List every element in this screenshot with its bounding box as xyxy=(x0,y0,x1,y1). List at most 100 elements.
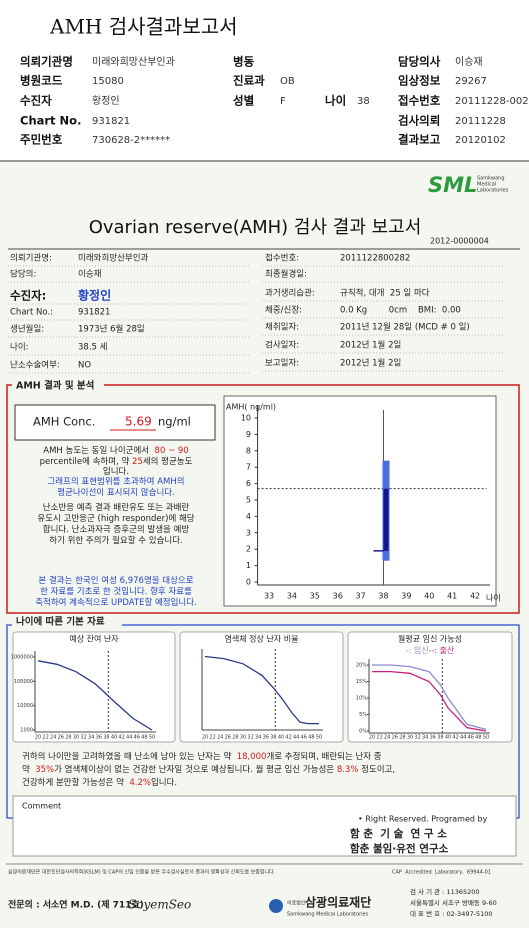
mini-x-tick-label: 28 xyxy=(399,735,405,741)
mini-x-tick-label: 38 xyxy=(270,735,276,741)
mini-x-tick-label: 40 xyxy=(278,735,284,741)
mini-x-tick-label: 48 xyxy=(308,735,314,741)
analysis-line: 한 자료를 기초로 한 것입니다. 향후 자료를 xyxy=(40,586,192,597)
mini-x-tick-label: 26 xyxy=(225,735,231,741)
legend-entry: -: 임신 xyxy=(406,646,429,655)
summary-line-part: 가 염색체이상이 없는 건강한 난자일 것으로 예상됩니다. 월 평균 임신 가… xyxy=(54,764,337,775)
mini-x-tick-label: 20 xyxy=(35,735,41,741)
patient-label: 채취일자: xyxy=(265,322,299,333)
y-tick-label: 7 xyxy=(246,463,251,472)
mini-title: 염색체 정상 난자 비율 xyxy=(225,634,299,644)
summary-line-part: 귀하의 나이만을 고려하였을 때 난소에 남아 있는 난자는 약 xyxy=(22,751,237,762)
x-tick-label: 36 xyxy=(333,592,343,601)
field-value: OB xyxy=(280,76,295,87)
mini-x-tick-label: 50 xyxy=(149,735,155,741)
section-label: 나이에 따른 기본 자료 xyxy=(16,616,105,628)
org-info: 검 사 기 관 : 11365200 xyxy=(410,887,480,896)
legend-entry: --: 출산 xyxy=(429,645,455,655)
mini-x-tick-label: 46 xyxy=(468,735,474,741)
field-label: 담당의사 xyxy=(398,55,441,69)
field-label: 나이 xyxy=(325,94,346,108)
field-value: 황정인 xyxy=(92,95,120,107)
section-label: AMH 결과 및 분석 xyxy=(16,380,94,392)
mini-x-tick-label: 28 xyxy=(65,735,71,741)
mini-x-tick-label: 30 xyxy=(73,735,79,741)
mini-x-tick-label: 40 xyxy=(445,735,451,741)
x-tick-label: 33 xyxy=(264,592,274,601)
mini-y-tick-label: 1000 xyxy=(20,728,33,734)
amh-chart-frame xyxy=(223,395,497,607)
field-label: 검사의뢰 xyxy=(398,114,440,128)
org-logo xyxy=(269,899,283,913)
patient-value: 이승재 xyxy=(78,269,101,280)
mini-frame xyxy=(347,631,513,743)
field-value: 미래와희망산부인과 xyxy=(92,56,175,68)
mini-x-tick-label: 36 xyxy=(430,735,436,741)
summary-line-part: 약 xyxy=(22,764,35,775)
mini-y-tick-label: 20% xyxy=(356,663,367,669)
x-tick-label: 41 xyxy=(447,592,457,601)
x-tick-label: 39 xyxy=(401,592,411,601)
summary-line-part: 18,000 xyxy=(237,752,267,762)
y-tick-label: 9 xyxy=(246,430,251,439)
mini-x-tick-label: 42 xyxy=(452,735,458,741)
analysis-line-part: 합니다. 난소과자극 증후군의 발생을 예방 xyxy=(43,524,190,535)
field-label: Chart No. xyxy=(20,114,81,128)
mini-x-tick-label: 28 xyxy=(232,735,238,741)
cap-note: CAP Accredited Laboratory, 69944-01 xyxy=(392,870,491,876)
field-label: 병원코드 xyxy=(20,74,63,88)
conc-label: AMH Conc. xyxy=(33,415,95,429)
field-label: 병동 xyxy=(233,55,255,69)
mini-x-tick-label: 34 xyxy=(422,735,428,741)
logo-sub: Samkwang xyxy=(477,176,505,182)
mini-x-tick-label: 44 xyxy=(293,735,299,741)
footer-notice: 삼광의료재단은 대한진단검사의학회(KSLM) 및 CAP의 신임 인증을 받은… xyxy=(8,869,276,876)
patient-value: 1973년 6월 28일 xyxy=(78,324,145,335)
analysis-line-part: 유도시 고반응군 (high responder)에 해당 xyxy=(37,513,194,524)
field-value: 38 xyxy=(357,96,370,107)
patient-label: 과거생리습관: xyxy=(265,288,315,299)
report-title: Ovarian reserve(AMH) 검사 결과 보고서 xyxy=(89,217,422,238)
comment-label: Comment xyxy=(22,802,61,811)
patient-value: 2012년 1월 2일 xyxy=(340,358,401,369)
mini-x-tick-label: 34 xyxy=(255,735,261,741)
patient-label: 접수번호: xyxy=(265,253,299,264)
analysis-line: AMH 농도는 동일 나이군에서 80 ~ 90 xyxy=(43,445,188,456)
patient-value: 931821 xyxy=(78,308,110,318)
patient-value: 황정인 xyxy=(78,288,111,303)
x-tick-label: 34 xyxy=(287,592,297,601)
patient-label: Chart No.: xyxy=(10,308,53,318)
summary-line: 귀하의 나이만을 고려하였을 때 난소에 남아 있는 난자는 약 18,000개… xyxy=(22,751,382,762)
mini-x-tick-label: 34 xyxy=(88,735,94,741)
x-tick-label: 38 xyxy=(378,592,388,601)
field-label: 주민번호 xyxy=(20,133,63,147)
field-value: 20111228-0028 xyxy=(455,96,529,107)
y-tick-label: 0 xyxy=(246,578,251,587)
patient-label: 난소수술여부: xyxy=(10,360,60,371)
patient-label: 수진자: xyxy=(10,289,46,303)
analysis-line-part: 80 ~ 90 xyxy=(155,446,189,456)
section-label-bg xyxy=(12,617,122,628)
summary-line-part: 개로 추정되며, 배란되는 난자 중 xyxy=(266,751,381,762)
summary-line-part: 35% xyxy=(35,765,54,775)
y-tick-label: 6 xyxy=(246,479,251,488)
mini-y-tick-label: 0% xyxy=(359,729,367,735)
y-tick-label: 4 xyxy=(246,512,251,521)
mini-frame xyxy=(12,631,176,743)
conc-box xyxy=(14,404,216,441)
mini-x-tick-label: 22 xyxy=(376,735,382,741)
header-title: AMH 검사결과보고서 xyxy=(49,15,238,39)
mini-legend: -: 임신--: 출산 xyxy=(406,645,455,655)
summary-line-part: 건강하게 분만할 가능성은 약 xyxy=(22,777,129,788)
field-label: 진료과 xyxy=(233,74,265,88)
patient-value: 38.5 세 xyxy=(78,343,107,353)
patient-label: 나이: xyxy=(10,342,29,353)
mini-x-tick-label: 20 xyxy=(369,735,375,741)
analysis-line-part: 난소반응 예측 결과 배란유도 또는 과배란 xyxy=(43,502,190,513)
y-tick-label: 5 xyxy=(246,496,251,505)
mini-x-tick-label: 24 xyxy=(50,735,56,741)
summary-line-part: 정도이고, xyxy=(358,764,395,775)
mini-y-tick-label: 100000 xyxy=(14,679,33,685)
analysis-line: 축적하여 계속적으로 UPDATE할 예정입니다. xyxy=(35,597,197,608)
